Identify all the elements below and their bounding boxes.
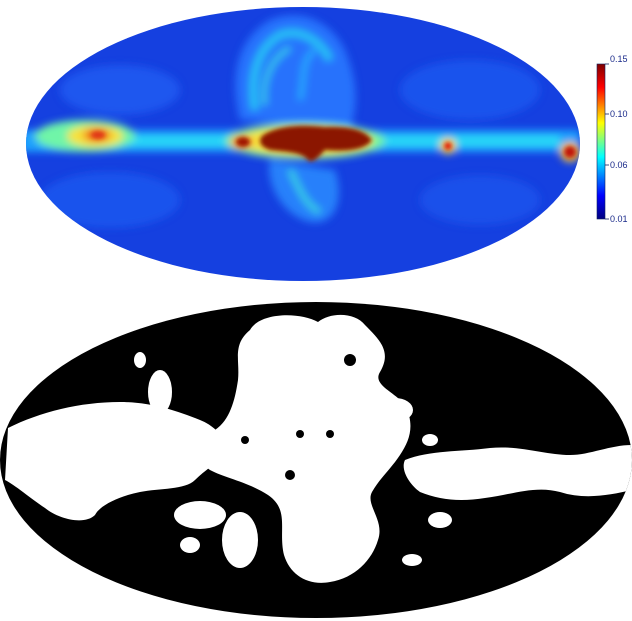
colorbar-tick: 0.10 bbox=[610, 109, 628, 119]
colorbar: 0.15 0.10 0.06 0.01 bbox=[596, 54, 628, 224]
emission-map: 0.15 0.10 0.06 0.01 bbox=[26, 7, 628, 281]
colorbar-tick: 0.01 bbox=[610, 214, 628, 224]
colorbar-tick: 0.15 bbox=[610, 54, 628, 64]
binary-mask bbox=[0, 302, 632, 618]
colorbar-tick: 0.06 bbox=[610, 160, 628, 170]
